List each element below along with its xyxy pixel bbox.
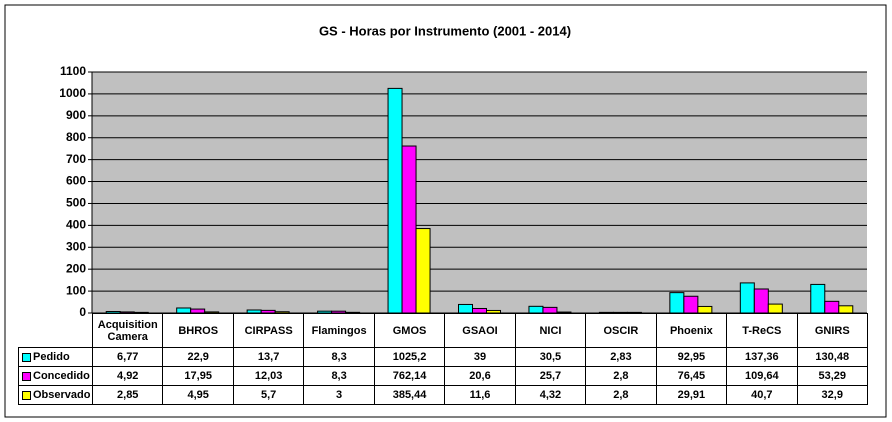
data-label: 53,29 — [796, 366, 868, 386]
data-label: 130,48 — [796, 347, 868, 367]
bar — [345, 311, 361, 314]
bar — [415, 228, 431, 314]
data-label: 3 — [303, 385, 375, 405]
bar — [387, 87, 403, 314]
bar — [542, 306, 558, 314]
data-label: 4,95 — [162, 385, 234, 405]
legend-entry: Concedido — [18, 366, 93, 386]
bar — [739, 282, 755, 314]
legend-entry: Observado — [18, 385, 93, 405]
data-label: 2,83 — [585, 347, 657, 367]
data-label: 40,7 — [726, 385, 798, 405]
chart-title: GS - Horas por Instrumento (2001 - 2014) — [319, 23, 571, 38]
legend-label: Pedido — [33, 351, 70, 363]
x-tick-label: Flamingos — [303, 313, 375, 348]
data-label: 8,3 — [303, 347, 375, 367]
data-label: 1025,2 — [373, 347, 446, 367]
x-tick-label: OSCIR — [585, 313, 657, 348]
bar — [401, 145, 417, 314]
data-label: 2,85 — [91, 385, 164, 405]
y-tick-label: 200 — [66, 261, 86, 275]
data-label: 92,95 — [655, 347, 728, 367]
bar — [767, 303, 783, 314]
data-label: 2,8 — [585, 366, 657, 386]
data-label: 20,6 — [444, 366, 516, 386]
bar — [683, 295, 699, 314]
table-corner — [18, 313, 93, 348]
bar — [626, 311, 642, 314]
data-label: 385,44 — [373, 385, 446, 405]
data-label: 25,7 — [514, 366, 587, 386]
y-tick-label: 300 — [66, 239, 86, 253]
x-tick-label: GMOS — [373, 313, 446, 348]
y-tick-label: 500 — [66, 196, 86, 210]
data-table: Acquisition Camera BHROS CIRPASS Flamingos G… — [18, 313, 868, 405]
y-tick-label: 900 — [66, 108, 86, 122]
bar — [838, 305, 854, 314]
data-label: 29,91 — [655, 385, 728, 405]
table-row: Observado 2,85 4,95 5,7 3 385,44 11,6 4,32 2,8 29… — [18, 385, 868, 405]
data-label: 762,14 — [373, 366, 446, 386]
legend-swatch — [22, 371, 31, 381]
bar — [204, 311, 220, 314]
data-label: 11,6 — [444, 385, 516, 405]
y-tick-label: 700 — [66, 152, 86, 166]
legend-label: Observado — [33, 389, 91, 401]
data-label: 5,7 — [232, 385, 305, 405]
data-label: 2,8 — [585, 385, 657, 405]
y-tick-label: 1100 — [60, 64, 86, 78]
data-label: 4,92 — [91, 366, 164, 386]
x-tick-label: NICI — [514, 313, 587, 348]
x-tick-label: GSAOI — [444, 313, 516, 348]
bar — [458, 303, 473, 314]
data-label: 76,45 — [655, 366, 728, 386]
x-tick-label: Acquisition Camera — [91, 313, 164, 348]
bar — [528, 305, 544, 314]
plot-area — [92, 72, 867, 313]
data-label: 17,95 — [162, 366, 234, 386]
y-tick-label: 400 — [66, 218, 86, 232]
x-tick-label: Phoenix — [655, 313, 728, 348]
data-label: 8,3 — [303, 366, 375, 386]
table-header-row: Acquisition Camera BHROS CIRPASS Flamingos G… — [18, 313, 868, 348]
data-label: 4,32 — [514, 385, 587, 405]
x-tick-label: GNIRS — [796, 313, 868, 348]
data-label: 30,5 — [514, 347, 587, 367]
legend-swatch — [22, 352, 31, 362]
legend-label: Concedido — [33, 370, 90, 382]
data-label: 13,7 — [232, 347, 305, 367]
data-label: 22,9 — [162, 347, 234, 367]
y-tick-label: 600 — [66, 174, 86, 188]
y-tick-label: 800 — [66, 130, 86, 144]
legend-swatch — [22, 390, 31, 400]
y-tick-label: 0 — [79, 305, 86, 319]
bar — [824, 300, 840, 314]
table-row: Pedido 6,77 22,9 13,7 8,3 1025,2 39 30,5 2,83 92,… — [18, 347, 868, 367]
data-label: 12,03 — [232, 366, 305, 386]
bar — [669, 292, 685, 314]
data-label: 6,77 — [91, 347, 164, 367]
y-tick-label: 100 — [66, 283, 86, 297]
y-tick-label: 1000 — [59, 86, 86, 100]
x-tick-label: CIRPASS — [232, 313, 305, 348]
x-tick-label: BHROS — [162, 313, 234, 348]
data-label: 32,9 — [796, 385, 868, 405]
bar — [753, 288, 769, 314]
bar — [133, 311, 149, 314]
bar — [810, 283, 826, 314]
legend-entry: Pedido — [18, 347, 93, 367]
table-row: Concedido 4,92 17,95 12,03 8,3 762,14 20,6 25,7… — [18, 366, 868, 386]
data-label: 137,36 — [726, 347, 798, 367]
data-label: 109,64 — [726, 366, 798, 386]
data-label: 39 — [444, 347, 516, 367]
x-tick-label: T-ReCS — [726, 313, 798, 348]
